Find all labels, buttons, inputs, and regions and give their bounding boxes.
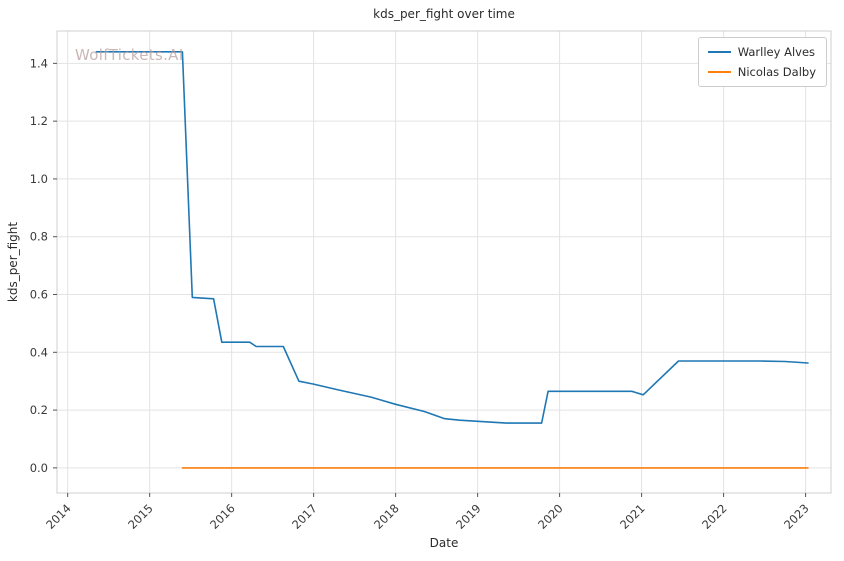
legend-label: Warlley Alves [737,45,816,59]
x-tick-label: 2016 [207,501,238,532]
y-tick-label: 1.0 [30,172,48,186]
legend-item-nicolas-dalby: Nicolas Dalby [707,65,816,79]
x-tick-label: 2017 [289,501,320,532]
legend-label: Nicolas Dalby [737,65,816,79]
y-tick-label: 0.4 [30,345,48,359]
plot-border [56,30,832,494]
y-tick-label: 0.0 [30,461,48,475]
x-tick-label: 2018 [371,501,402,532]
y-tick-label: 1.4 [30,56,48,70]
x-tick-label: 2014 [43,501,74,532]
y-tick-label: 0.8 [30,230,48,244]
x-tick-label: 2019 [453,501,484,532]
y-axis-label: kds_per_fight [6,221,20,303]
series-line-0 [95,50,809,424]
x-tick-label: 2020 [535,501,566,532]
legend: Warlley Alves Nicolas Dalby [697,37,827,87]
x-tick-label: 2023 [781,501,812,532]
x-axis-label: Date [429,536,459,550]
x-tick-label: 2015 [125,501,156,532]
x-tick-label: 2022 [699,501,730,532]
legend-line-swatch-blue [707,51,731,53]
y-tick-label: 0.6 [30,288,48,302]
legend-line-swatch-orange [707,71,731,73]
y-tick-label: 0.2 [30,403,48,417]
chart-title: kds_per_fight over time [373,7,515,21]
watermark: WolfTickets.AI [75,46,184,64]
x-tick-label: 2021 [617,501,648,532]
y-tick-label: 1.2 [30,114,48,128]
legend-item-warlley-alves: Warlley Alves [707,45,816,59]
